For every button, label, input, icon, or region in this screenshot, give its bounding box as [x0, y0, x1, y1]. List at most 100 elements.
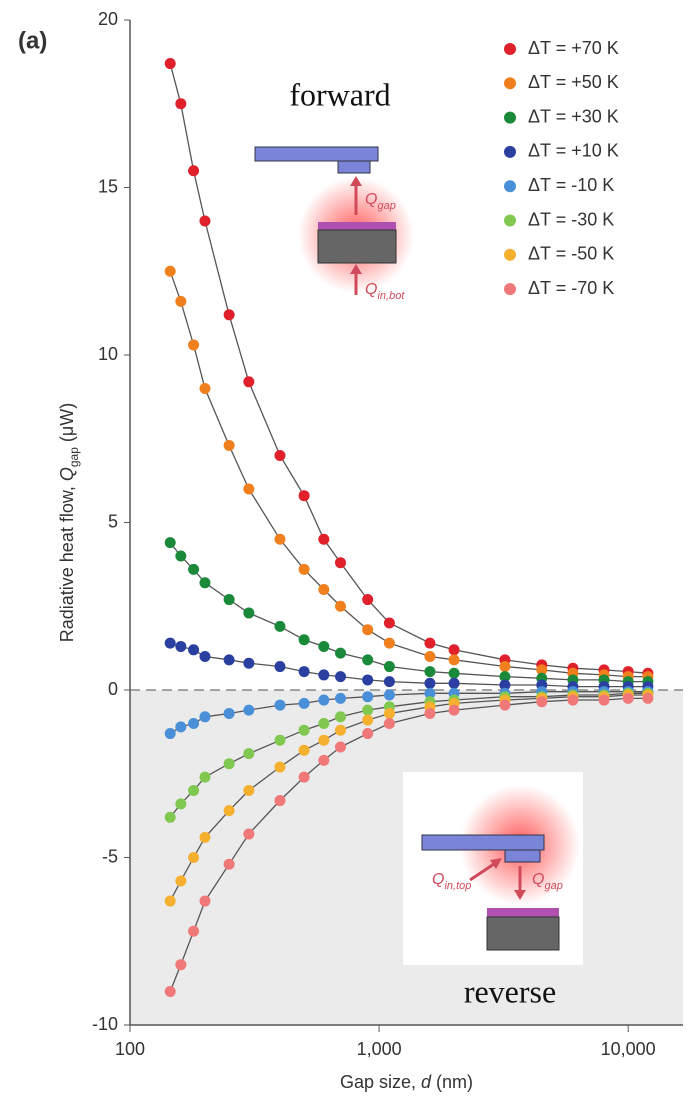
data-point	[299, 772, 310, 783]
annotation: forward	[289, 76, 390, 112]
data-point	[188, 644, 199, 655]
data-point	[199, 832, 210, 843]
data-point	[274, 450, 285, 461]
data-point	[384, 618, 395, 629]
data-point	[175, 551, 186, 562]
x-label-part: (nm)	[431, 1072, 473, 1092]
data-point	[199, 772, 210, 783]
data-point	[188, 852, 199, 863]
data-point	[274, 762, 285, 773]
data-point	[299, 490, 310, 501]
data-point	[384, 638, 395, 649]
data-point	[165, 728, 176, 739]
y-tick-label: 5	[108, 511, 118, 531]
data-point	[199, 383, 210, 394]
y-tick-label: -5	[102, 846, 118, 866]
data-point	[384, 718, 395, 729]
fit-curve	[170, 271, 648, 676]
panel-label: (a)	[18, 27, 47, 54]
data-point	[424, 708, 435, 719]
data-point	[362, 624, 373, 635]
inset-label-sub: gap	[377, 200, 395, 212]
legend-label: ΔT = -10 K	[528, 175, 614, 195]
legend-label: ΔT = +70 K	[528, 38, 619, 58]
data-point	[188, 564, 199, 575]
legend-marker	[504, 283, 516, 295]
data-point	[165, 58, 176, 69]
data-point	[449, 654, 460, 665]
y-axis-label: Radiative heat flow, Qgap (μW)	[57, 403, 81, 643]
data-point	[188, 339, 199, 350]
legend-label: ΔT = +10 K	[528, 141, 619, 161]
y-tick-label: 15	[98, 176, 118, 196]
data-point	[362, 594, 373, 605]
data-point	[188, 718, 199, 729]
data-point	[318, 641, 329, 652]
data-point	[424, 666, 435, 677]
data-point	[384, 661, 395, 672]
data-point	[188, 165, 199, 176]
data-point	[175, 641, 186, 652]
y-label-part: Radiative heat flow,	[57, 481, 77, 642]
data-point	[243, 748, 254, 759]
legend-label: ΔT = -50 K	[528, 244, 614, 264]
legend-label: ΔT = +30 K	[528, 106, 619, 126]
annotation: reverse	[464, 973, 556, 1009]
data-point	[274, 700, 285, 711]
data-point	[335, 557, 346, 568]
x-tick-label: 1,000	[357, 1039, 402, 1059]
data-point	[449, 668, 460, 679]
data-point	[449, 705, 460, 716]
legend-label: ΔT = -30 K	[528, 209, 614, 229]
data-point	[274, 735, 285, 746]
y-tick-label: 0	[108, 679, 118, 699]
inset-label-q: Q	[365, 281, 377, 298]
data-point	[243, 658, 254, 669]
inset-label-sub: in,top	[444, 880, 471, 892]
data-point	[449, 678, 460, 689]
y-tick-label: 20	[98, 9, 118, 29]
data-point	[274, 795, 285, 806]
data-point	[175, 798, 186, 809]
legend-label: ΔT = +50 K	[528, 72, 619, 92]
data-point	[175, 875, 186, 886]
data-point	[318, 695, 329, 706]
data-point	[175, 721, 186, 732]
data-point	[165, 266, 176, 277]
data-point	[362, 705, 373, 716]
data-point	[165, 537, 176, 548]
data-point	[274, 621, 285, 632]
data-point	[243, 829, 254, 840]
data-point	[642, 693, 653, 704]
data-point	[599, 695, 610, 706]
x-label-part: Gap size,	[340, 1072, 421, 1092]
data-point	[175, 959, 186, 970]
data-point	[335, 741, 346, 752]
data-point	[335, 648, 346, 659]
data-point	[165, 986, 176, 997]
legend-marker	[504, 43, 516, 55]
inset-label-q: Q	[432, 871, 444, 888]
data-point	[335, 725, 346, 736]
fit-curve	[170, 543, 648, 682]
data-point	[165, 896, 176, 907]
data-point	[165, 638, 176, 649]
data-point	[335, 601, 346, 612]
data-point	[243, 376, 254, 387]
legend-marker	[504, 180, 516, 192]
data-point	[335, 671, 346, 682]
data-point	[318, 718, 329, 729]
data-point	[499, 661, 510, 672]
data-point	[274, 534, 285, 545]
data-point	[199, 651, 210, 662]
data-point	[362, 715, 373, 726]
data-point	[175, 296, 186, 307]
data-point	[623, 693, 634, 704]
data-point	[199, 896, 210, 907]
data-point	[424, 651, 435, 662]
data-point	[224, 654, 235, 665]
data-point	[188, 926, 199, 937]
legend-marker	[504, 249, 516, 261]
data-point	[224, 758, 235, 769]
data-point	[199, 711, 210, 722]
